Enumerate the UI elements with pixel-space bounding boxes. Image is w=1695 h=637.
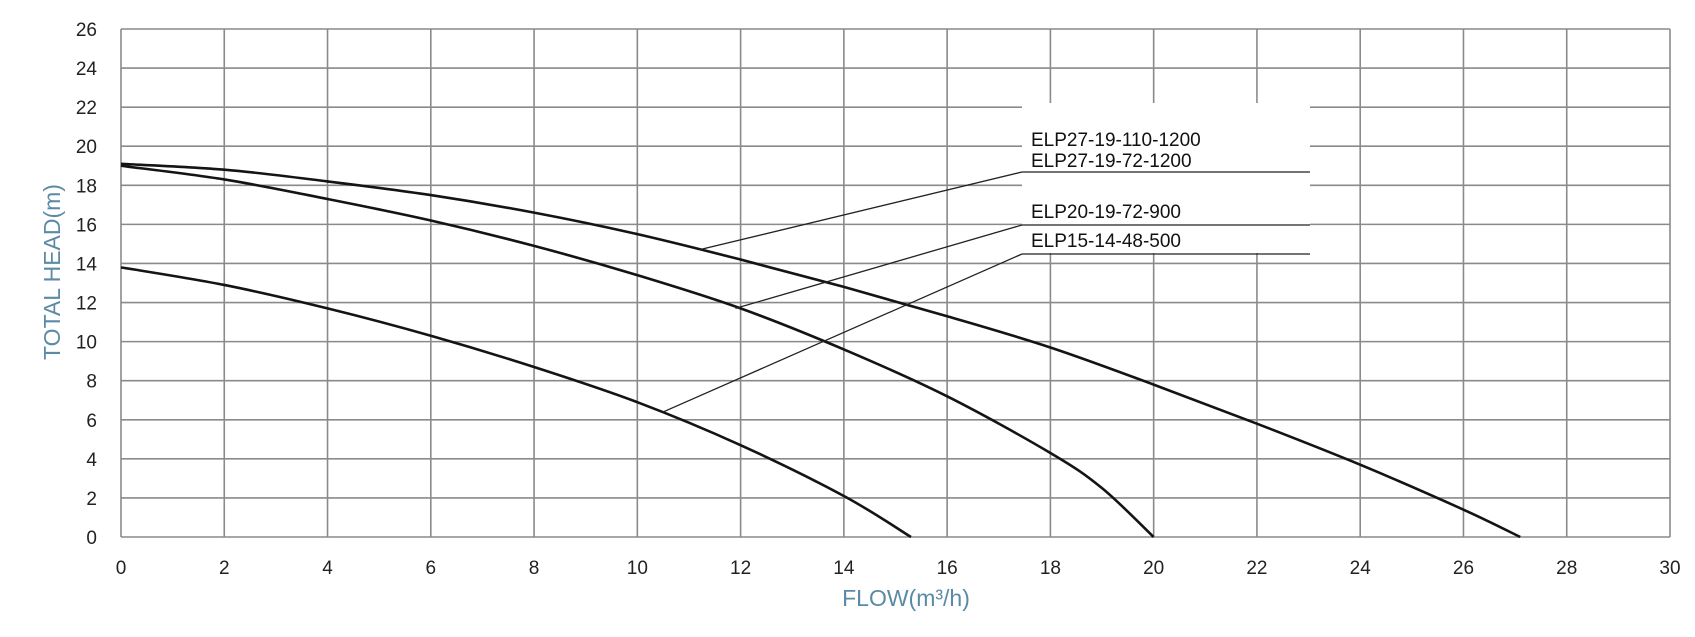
x-tick-label-8: 16 [937, 558, 958, 579]
x-tick-label-11: 22 [1246, 558, 1267, 579]
x-tick-label-6: 12 [730, 558, 751, 579]
y-tick-label-5: 10 [76, 333, 97, 354]
y-tick-label-1: 2 [86, 489, 97, 510]
leader-line-3 [662, 253, 1023, 413]
x-tick-label-15: 30 [1659, 558, 1680, 579]
x-tick-label-7: 14 [833, 558, 855, 579]
x-tick-label-13: 26 [1453, 558, 1474, 579]
y-tick-label-0: 0 [86, 528, 97, 549]
pump-curves [120, 162, 1521, 539]
x-tick-label-12: 24 [1350, 558, 1372, 579]
y-tick-label-13: 26 [76, 20, 97, 41]
series-labels: ELP27-19-110-1200 ELP27-19-72-1200 ELP20… [1022, 103, 1310, 253]
y-tick-label-9: 18 [76, 176, 97, 197]
x-axis-title: FLOW(m³/h) [842, 585, 970, 611]
series-line-3 [120, 266, 912, 539]
x-tick-label-1: 2 [219, 558, 230, 579]
y-tick-label-12: 24 [76, 59, 98, 80]
x-tick-label-2: 4 [322, 558, 333, 579]
y-tick-label-4: 8 [86, 372, 97, 393]
x-tick-label-9: 18 [1040, 558, 1061, 579]
x-tick-label-0: 0 [116, 558, 127, 579]
y-tick-label-7: 14 [76, 254, 98, 275]
y-tick-label-8: 16 [76, 215, 97, 236]
y-tick-label-2: 4 [86, 450, 97, 471]
x-tick-labels: 0 2 4 6 8 10 12 14 16 18 20 22 24 26 28 30 [116, 558, 1681, 579]
leader-line-2 [735, 224, 1023, 310]
y-tick-label-10: 20 [76, 137, 97, 158]
x-tick-label-4: 8 [529, 558, 540, 579]
series-label-1: ELP27-19-72-1200 [1031, 151, 1192, 172]
series-label-3: ELP15-14-48-500 [1031, 231, 1181, 252]
y-axis-title: TOTAL HEAD(m) [39, 184, 65, 360]
series-line-0 [120, 162, 1521, 539]
legend-mask [1022, 103, 1310, 253]
y-tick-label-6: 12 [76, 294, 97, 315]
x-tick-label-10: 20 [1143, 558, 1164, 579]
y-tick-label-3: 6 [86, 411, 97, 432]
leader-line-0 [699, 171, 1023, 251]
series-line-1 [120, 164, 1155, 538]
series-label-0: ELP27-19-110-1200 [1031, 130, 1201, 151]
x-tick-label-3: 6 [426, 558, 437, 579]
y-tick-label-11: 22 [76, 98, 97, 119]
series-label-2: ELP20-19-72-900 [1031, 202, 1181, 223]
grid [120, 28, 1671, 538]
x-tick-label-14: 28 [1556, 558, 1577, 579]
label-leader-lines [662, 171, 1310, 413]
x-tick-label-5: 10 [627, 558, 648, 579]
